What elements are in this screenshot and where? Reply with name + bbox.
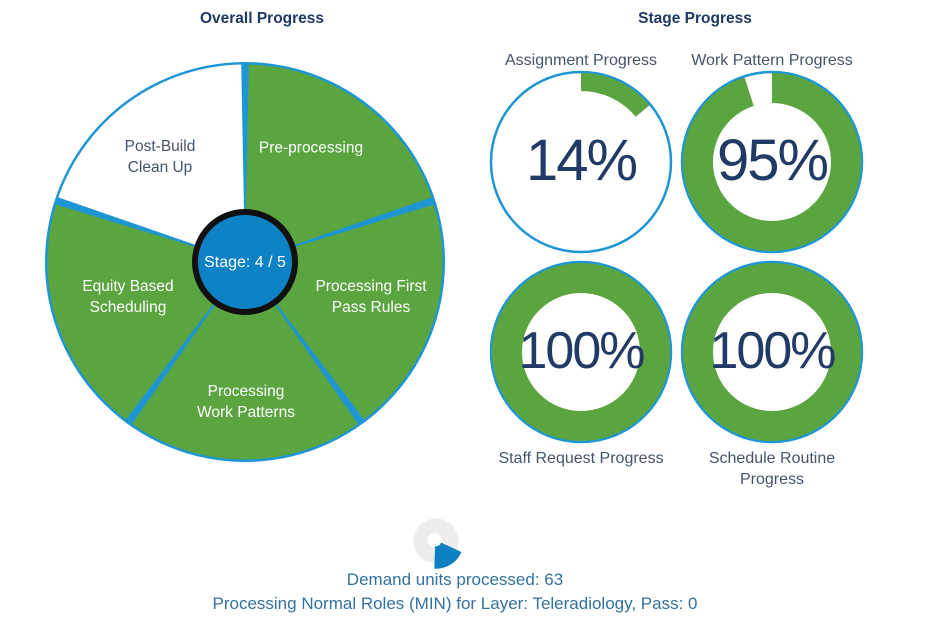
assignment-progress-value: 14% (525, 128, 638, 194)
schedule-routine-progress-gauge: 100% (677, 257, 867, 447)
stage-progress-title: Stage Progress (638, 10, 752, 27)
loading-spinner-icon (413, 518, 462, 569)
pie-slice-label-processing-first-pass-rules: Processing First Pass Rules (315, 278, 427, 316)
pie-slice-2 (132, 262, 358, 460)
overall-progress-title: Overall Progress (199, 10, 325, 27)
gauge-outline-0 (489, 70, 673, 254)
gauge-progress-1 (683, 73, 861, 251)
assignment-progress-ring (489, 70, 673, 254)
gauge-progress-2 (492, 263, 670, 441)
spinner-wedge (434, 542, 462, 569)
pie-slice-label-equity-based-scheduling: Equity Based Scheduling (82, 278, 174, 316)
staff-request-progress-gauge: 100% (486, 257, 676, 447)
gauge-progress-0 (580, 73, 650, 117)
pie-slice-label-pre-processing: Pre-processing (258, 139, 364, 157)
assignment-progress-gauge: 14% (486, 67, 676, 257)
stage-hub-circle (192, 209, 298, 315)
work-pattern-progress-label: Work Pattern Progress (691, 52, 853, 69)
work-pattern-progress-value: 95% (716, 128, 829, 194)
status-line-processing: Processing Normal Roles (MIN) for Layer:… (212, 594, 698, 613)
staff-request-progress-value: 100% (518, 321, 646, 380)
schedule-routine-progress-ring (680, 260, 864, 444)
stage-indicator: Stage: 4 / 5 (204, 254, 286, 271)
schedule-routine-progress-value: 100% (709, 321, 837, 380)
work-pattern-progress-gauge: 95% (677, 67, 867, 257)
gauge-progress-3 (683, 263, 861, 441)
status-line-demand-units: Demand units processed: 63 (346, 570, 564, 589)
pie-slice-4 (58, 64, 246, 262)
work-pattern-progress-ring (680, 70, 864, 254)
staff-request-progress-ring (489, 260, 673, 444)
schedule-routine-progress-label: Schedule Routine Progress (708, 450, 836, 488)
pie-slice-0 (245, 64, 432, 262)
pie-slice-label-processing-work-patterns: Processing Work Patterns (197, 383, 295, 421)
status-messages: Demand units processed: 63 Processing No… (213, 568, 698, 616)
staff-request-progress-label: Staff Request Progress (498, 450, 664, 467)
pie-slice-label-post-build-clean-up: Post-Build Clean Up (124, 138, 196, 176)
assignment-progress-label: Assignment Progress (504, 52, 658, 69)
overall-progress-pie-chart (45, 62, 445, 462)
